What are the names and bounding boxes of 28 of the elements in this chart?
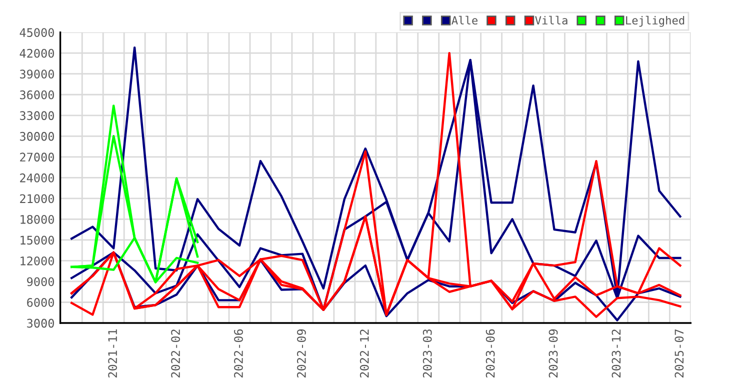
- y-tick-label: 12000: [20, 256, 54, 266]
- y-tick-label: 24000: [20, 173, 54, 182]
- x-tick-label: 2023-03: [422, 329, 432, 378]
- y-tick-label: 9000: [27, 277, 54, 286]
- y-tick-label: 30000: [20, 132, 54, 141]
- y-tick-label: 15000: [20, 236, 54, 245]
- x-tick-label: 2022-06: [234, 329, 243, 378]
- y-tick-label: 6000: [27, 298, 54, 307]
- y-tick-label: 33000: [20, 111, 54, 120]
- legend-label: Alle: [452, 16, 478, 25]
- y-tick-label: 42000: [20, 48, 54, 58]
- x-tick-label: 2022-09: [296, 329, 306, 378]
- x-tick-label: 2023-12: [612, 330, 621, 378]
- legend-label: Lejlighed: [626, 16, 684, 27]
- y-tick-label: 39000: [20, 70, 54, 79]
- y-tick-label: 45000: [20, 28, 54, 38]
- x-tick-label: 2023-09: [548, 329, 558, 378]
- y-tick-label: 3000: [27, 318, 54, 328]
- y-tick-label: 21000: [20, 194, 54, 204]
- x-tick-label: 2023-06: [486, 329, 495, 378]
- y-tick-label: 27000: [20, 152, 54, 162]
- legend-label: Villa: [535, 16, 568, 25]
- y-tick-label: 36000: [20, 90, 54, 100]
- x-tick-label: 2022-12: [360, 330, 369, 378]
- x-tick-label: 2025-07: [674, 329, 684, 378]
- x-tick-label: 2021-11: [108, 329, 118, 378]
- x-tick-label: 2022-02: [171, 330, 180, 378]
- y-tick-label: 18000: [20, 214, 54, 224]
